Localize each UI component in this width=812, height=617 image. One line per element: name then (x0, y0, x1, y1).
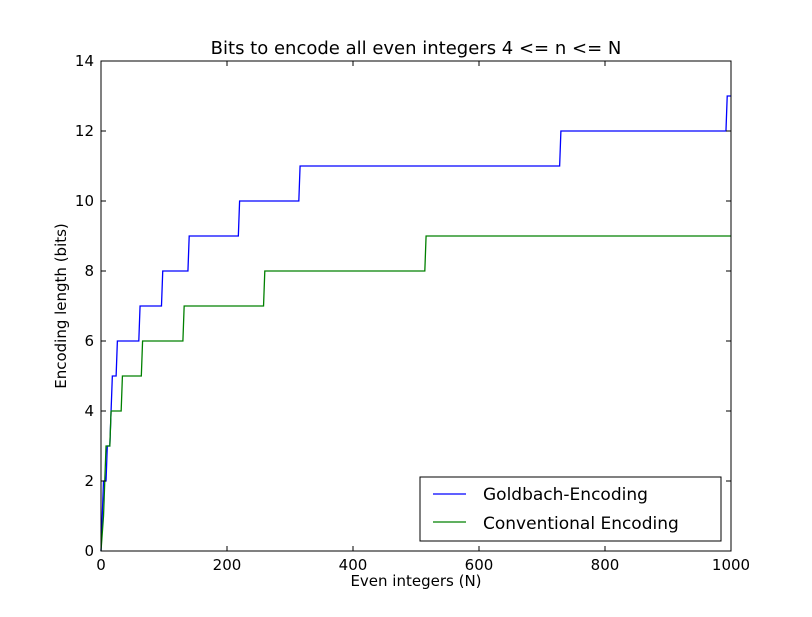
x-tick-label-3: 600 (465, 556, 494, 574)
legend-box (419, 476, 722, 542)
y-tick-label-1: 2 (84, 472, 94, 490)
x-tick-label-5: 1000 (712, 556, 750, 574)
y-tick-label-7: 14 (75, 52, 94, 70)
x-tick-label-1: 200 (213, 556, 242, 574)
y-tick-label-3: 6 (84, 332, 94, 350)
legend: Goldbach-Encoding Conventional Encoding (419, 476, 722, 542)
y-tick-label-6: 12 (75, 122, 94, 140)
x-tick-label-0: 0 (96, 556, 106, 574)
legend-label-conventional: Conventional Encoding (483, 514, 679, 534)
series-line-1 (100, 235, 731, 552)
y-tick-label-4: 8 (84, 262, 94, 280)
plot-layer (100, 95, 731, 552)
x-tick-label-4: 800 (591, 556, 620, 574)
x-axis-label: Even integers (N) (350, 572, 481, 590)
legend-label-goldbach: Goldbach-Encoding (483, 485, 648, 505)
y-tick-label-0: 0 (84, 542, 94, 560)
plot-frame (100, 60, 732, 552)
chart-title: Bits to encode all even integers 4 <= n … (211, 38, 622, 59)
x-tick-label-2: 400 (339, 556, 368, 574)
y-axis-label: Encoding length (bits) (52, 223, 70, 389)
y-tick-label-2: 4 (84, 402, 94, 420)
axis-layer: 0 200 400 600 800 1000 0 2 4 6 8 10 12 14 (75, 52, 750, 574)
y-tick-label-5: 10 (75, 192, 94, 210)
